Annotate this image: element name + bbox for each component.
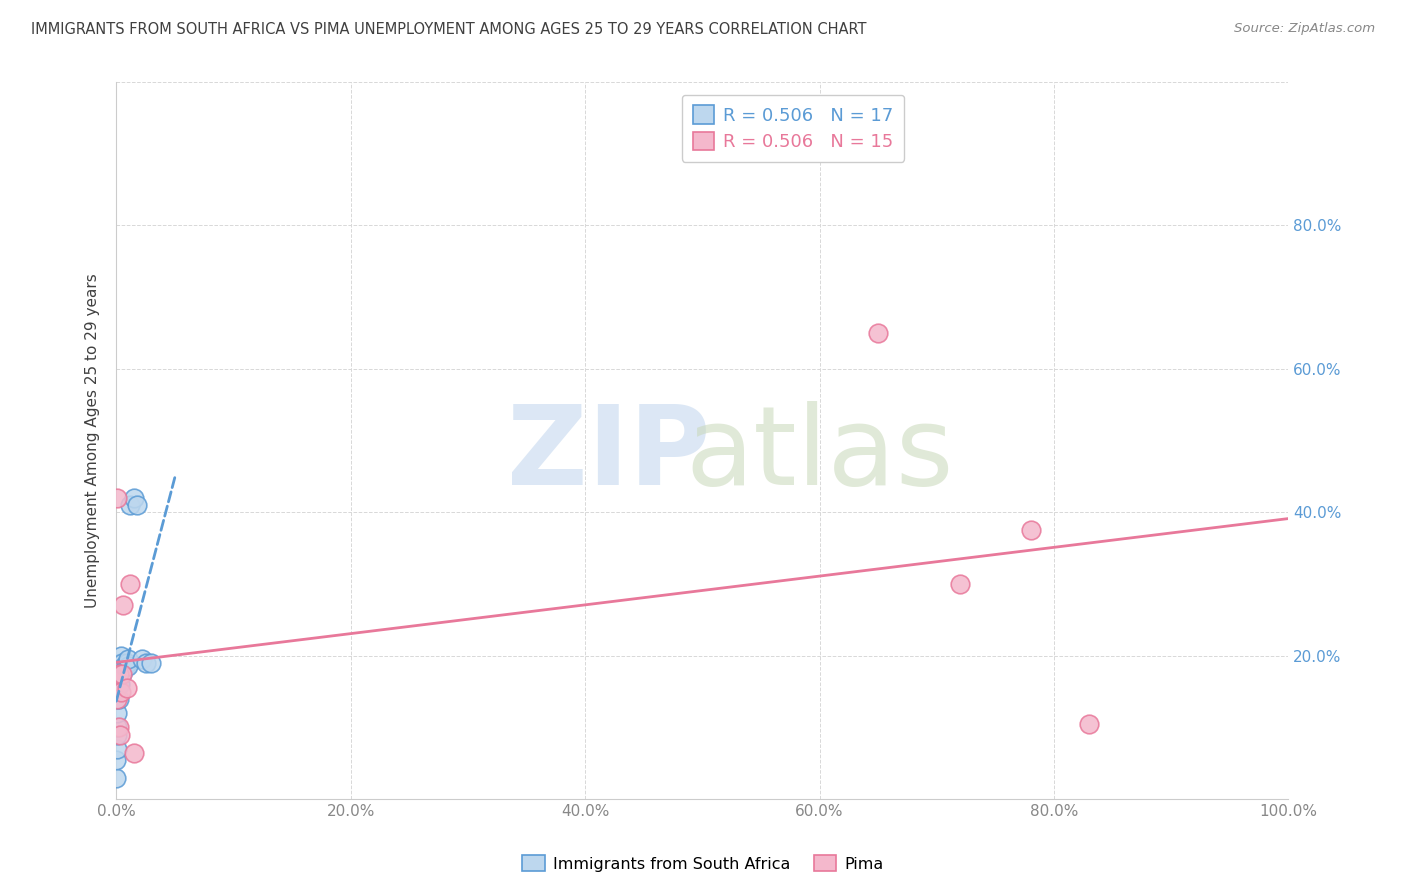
Point: [141, 656, 163, 670]
Text: IMMIGRANTS FROM SOUTH AFRICA VS PIMA UNEMPLOYMENT AMONG AGES 25 TO 29 YEARS CORR: IMMIGRANTS FROM SOUTH AFRICA VS PIMA UNE…: [31, 22, 866, 37]
Point: [108, 728, 131, 742]
Point: [111, 666, 134, 681]
Point: [115, 681, 138, 695]
Point: [110, 648, 132, 663]
Point: [105, 771, 128, 785]
Point: [110, 656, 132, 670]
Point: [127, 498, 149, 512]
Point: [114, 659, 136, 673]
Point: [107, 666, 129, 681]
Point: [107, 721, 129, 735]
Point: [107, 666, 129, 681]
Point: [107, 721, 129, 735]
Legend: Immigrants from South Africa, Pima: Immigrants from South Africa, Pima: [515, 847, 891, 880]
Point: [108, 677, 131, 691]
Point: [111, 666, 134, 681]
Point: [114, 659, 136, 673]
Y-axis label: Unemployment Among Ages 25 to 29 years: Unemployment Among Ages 25 to 29 years: [86, 273, 100, 608]
Legend: R = 0.506   N = 17, R = 0.506   N = 15: R = 0.506 N = 17, R = 0.506 N = 15: [682, 95, 904, 162]
Point: [105, 753, 128, 767]
Point: [122, 491, 145, 505]
Point: [107, 691, 129, 706]
Point: [107, 742, 129, 756]
Point: [107, 691, 129, 706]
Point: [107, 491, 129, 505]
Point: [1078, 716, 1101, 731]
Point: [868, 326, 890, 340]
Point: [117, 659, 139, 673]
Point: [1019, 523, 1042, 537]
Point: [135, 656, 157, 670]
Point: [112, 599, 135, 613]
Point: [107, 706, 129, 720]
Point: [108, 663, 131, 677]
Point: [110, 684, 132, 698]
Point: [107, 681, 129, 695]
Point: [131, 652, 153, 666]
Point: [117, 652, 139, 666]
Point: [949, 577, 972, 591]
Point: [107, 691, 129, 706]
Point: [122, 746, 145, 760]
Point: [107, 677, 129, 691]
Text: Source: ZipAtlas.com: Source: ZipAtlas.com: [1234, 22, 1375, 36]
Point: [107, 728, 129, 742]
Point: [120, 498, 142, 512]
Point: [115, 656, 138, 670]
Point: [120, 577, 142, 591]
Text: atlas: atlas: [685, 401, 953, 508]
Text: ZIP: ZIP: [508, 401, 710, 508]
Point: [111, 656, 134, 670]
